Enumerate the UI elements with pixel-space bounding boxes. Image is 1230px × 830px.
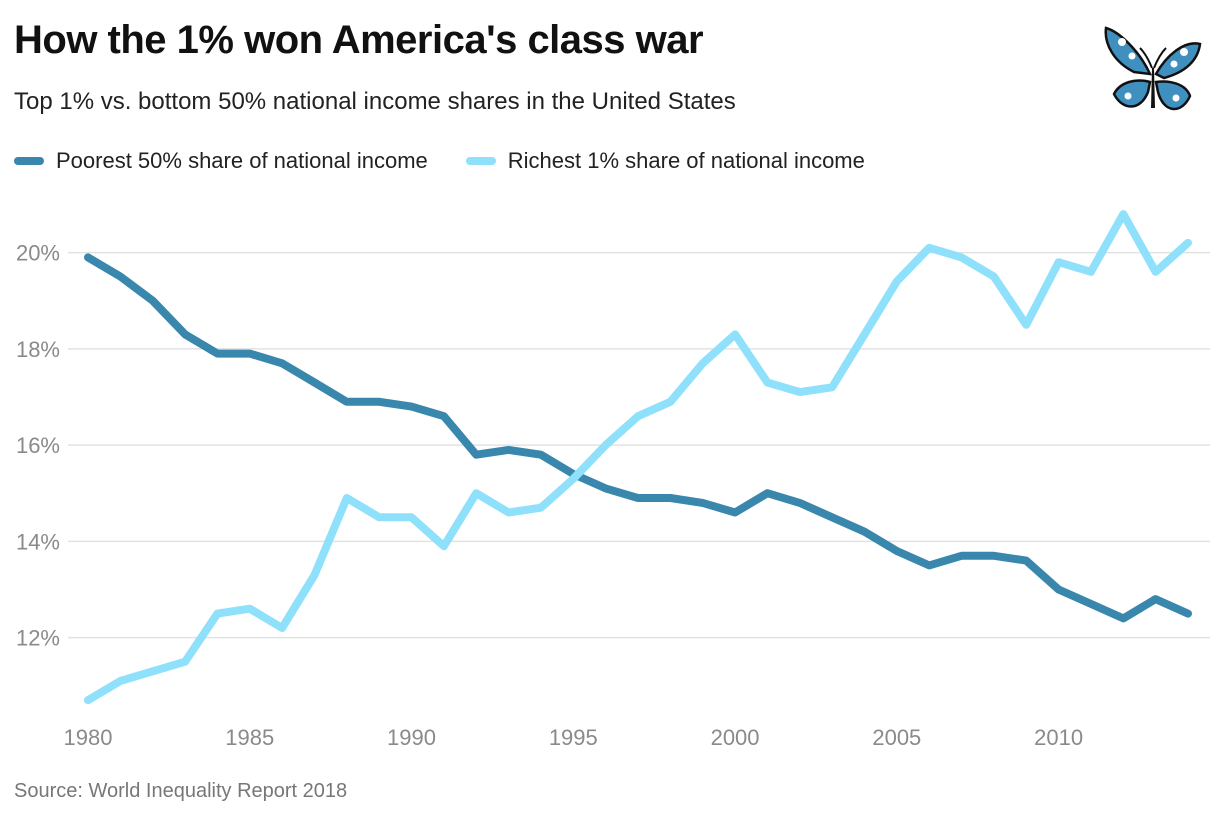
- source-note: Source: World Inequality Report 2018: [14, 780, 348, 802]
- legend: Poorest 50% share of national income Ric…: [14, 148, 903, 174]
- y-tick-label: 20%: [16, 241, 60, 266]
- x-tick-label: 1990: [387, 725, 436, 750]
- x-tick-label: 1985: [225, 725, 274, 750]
- grid-lines: [68, 251, 1210, 639]
- y-tick-label: 14%: [16, 529, 60, 554]
- legend-label-poorest: Poorest 50% share of national income: [56, 148, 428, 173]
- x-tick-label: 2005: [872, 725, 921, 750]
- y-axis-ticks: 12% 14% 16% 18% 20%: [16, 241, 60, 651]
- y-tick-label: 12%: [16, 626, 60, 651]
- x-tick-label: 1980: [64, 725, 113, 750]
- x-tick-label: 1995: [549, 725, 598, 750]
- legend-swatch-richest: [465, 157, 496, 165]
- y-tick-label: 18%: [16, 337, 60, 362]
- legend-item-richest: Richest 1% share of national income: [465, 148, 865, 174]
- legend-label-richest: Richest 1% share of national income: [507, 148, 865, 173]
- series-line-poorest-50: [84, 253, 1192, 623]
- x-tick-label: 2010: [1034, 725, 1083, 750]
- legend-swatch-poorest: [14, 157, 44, 165]
- legend-item-poorest: Poorest 50% share of national income: [14, 148, 428, 174]
- y-tick-label: 16%: [16, 433, 60, 458]
- series-lines: [84, 210, 1192, 705]
- x-axis-ticks: 1980 1985 1990 1995 2000 2005 2010: [64, 725, 1084, 750]
- x-tick-label: 2000: [711, 725, 760, 750]
- butterfly-logo-icon: [1104, 26, 1202, 111]
- series-line-richest-1: [84, 210, 1192, 705]
- chart-subtitle: Top 1% vs. bottom 50% national income sh…: [14, 88, 736, 115]
- line-chart: 12% 14% 16% 18% 20% 1980 1985 1990 1995 2000 2005…: [16, 210, 1210, 750]
- chart-title: How the 1% won America's class war: [14, 18, 704, 62]
